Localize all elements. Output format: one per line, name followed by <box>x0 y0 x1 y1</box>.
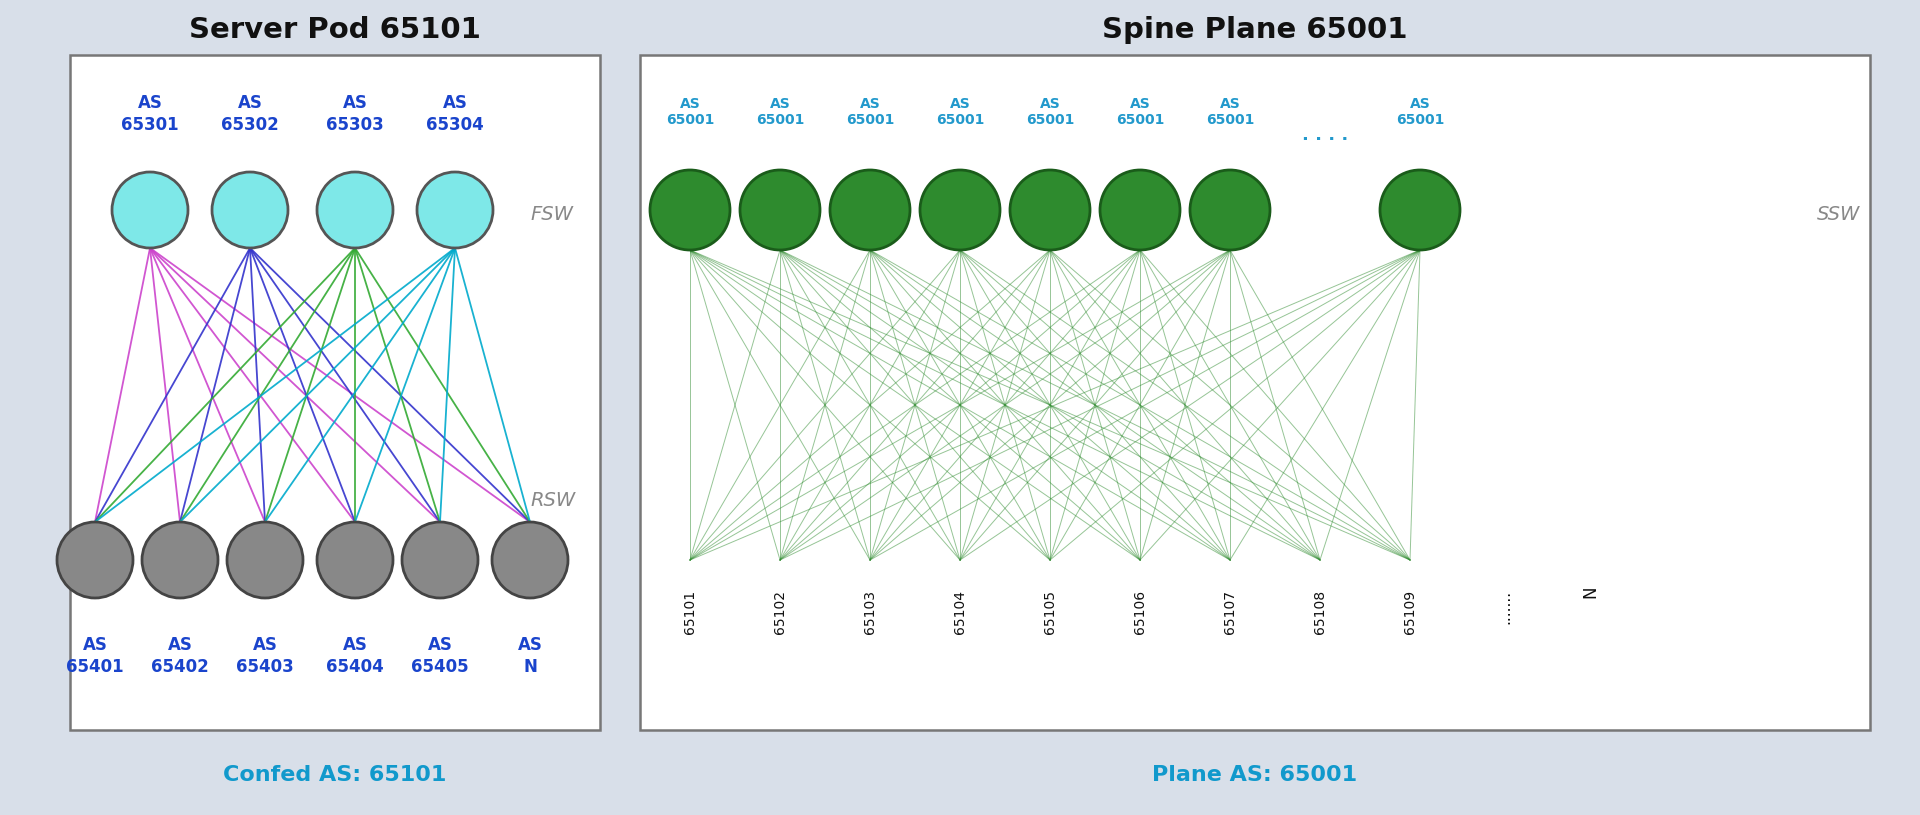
Text: AS
65001: AS 65001 <box>935 97 985 127</box>
Circle shape <box>401 522 478 598</box>
Text: Spine Plane 65001: Spine Plane 65001 <box>1102 16 1407 44</box>
Text: AS
65402: AS 65402 <box>152 636 209 676</box>
Text: AS
65302: AS 65302 <box>221 94 278 134</box>
Text: AS
65401: AS 65401 <box>65 636 123 676</box>
Text: SSW: SSW <box>1816 205 1860 224</box>
Circle shape <box>492 522 568 598</box>
Circle shape <box>58 522 132 598</box>
Text: Plane AS: 65001: Plane AS: 65001 <box>1152 765 1357 785</box>
Circle shape <box>142 522 219 598</box>
Circle shape <box>211 172 288 248</box>
Circle shape <box>317 172 394 248</box>
FancyBboxPatch shape <box>69 55 599 730</box>
Text: AS
65403: AS 65403 <box>236 636 294 676</box>
Text: AS
65301: AS 65301 <box>121 94 179 134</box>
Text: AS
65001: AS 65001 <box>756 97 804 127</box>
Circle shape <box>417 172 493 248</box>
Text: .......: ....... <box>1498 590 1513 624</box>
Text: AS
N: AS N <box>518 636 543 676</box>
Circle shape <box>111 172 188 248</box>
Circle shape <box>227 522 303 598</box>
Circle shape <box>317 522 394 598</box>
Circle shape <box>920 170 1000 250</box>
FancyBboxPatch shape <box>639 55 1870 730</box>
Text: . . . .: . . . . <box>1302 126 1348 144</box>
Text: AS
65304: AS 65304 <box>426 94 484 134</box>
Text: Server Pod 65101: Server Pod 65101 <box>188 16 480 44</box>
Text: AS
65303: AS 65303 <box>326 94 384 134</box>
Text: FSW: FSW <box>530 205 572 224</box>
Circle shape <box>829 170 910 250</box>
Text: 65102: 65102 <box>774 590 787 634</box>
Text: 65106: 65106 <box>1133 590 1146 634</box>
Text: 65107: 65107 <box>1223 590 1236 634</box>
Circle shape <box>1380 170 1459 250</box>
Circle shape <box>1100 170 1181 250</box>
Text: RSW: RSW <box>530 491 576 509</box>
Circle shape <box>651 170 730 250</box>
Text: 65109: 65109 <box>1404 590 1417 634</box>
Text: 65105: 65105 <box>1043 590 1058 634</box>
Text: 65108: 65108 <box>1313 590 1327 634</box>
Text: AS
65405: AS 65405 <box>411 636 468 676</box>
Text: AS
65404: AS 65404 <box>326 636 384 676</box>
Text: 65101: 65101 <box>684 590 697 634</box>
Text: AS
65001: AS 65001 <box>1025 97 1073 127</box>
Text: 65104: 65104 <box>952 590 968 634</box>
Text: AS
65001: AS 65001 <box>1206 97 1254 127</box>
Circle shape <box>739 170 820 250</box>
Text: AS
65001: AS 65001 <box>666 97 714 127</box>
Text: AS
65001: AS 65001 <box>847 97 895 127</box>
Circle shape <box>1010 170 1091 250</box>
Text: Confed AS: 65101: Confed AS: 65101 <box>223 765 447 785</box>
Text: AS
65001: AS 65001 <box>1396 97 1444 127</box>
Text: AS
65001: AS 65001 <box>1116 97 1164 127</box>
Circle shape <box>1190 170 1269 250</box>
Text: 65103: 65103 <box>862 590 877 634</box>
Text: N: N <box>1580 585 1599 597</box>
